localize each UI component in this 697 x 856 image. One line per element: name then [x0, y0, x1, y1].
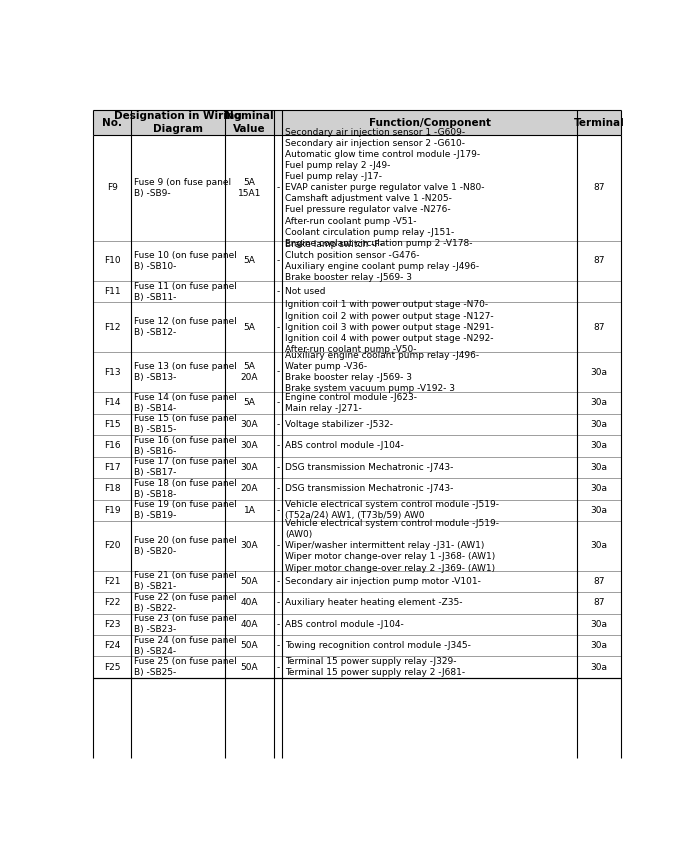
Bar [93, 456, 621, 479]
Text: Towing recognition control module -J345-: Towing recognition control module -J345- [285, 641, 471, 651]
Text: Auxiliary heater heating element -Z35-: Auxiliary heater heating element -Z35- [285, 598, 463, 608]
Text: 30a: 30a [590, 463, 607, 472]
Text: -: - [277, 577, 279, 586]
Text: Function/Component: Function/Component [369, 117, 491, 128]
Text: Secondary air injection sensor 1 -G609-
Secondary air injection sensor 2 -G610-
: Secondary air injection sensor 1 -G609- … [285, 128, 485, 247]
Bar [93, 134, 621, 241]
Text: Fuse 14 (on fuse panel
B) -SB14-: Fuse 14 (on fuse panel B) -SB14- [135, 393, 237, 413]
Text: -: - [277, 641, 279, 651]
Text: 5A: 5A [244, 399, 256, 407]
Text: -: - [277, 598, 279, 608]
Text: -: - [277, 463, 279, 472]
Text: Fuse 16 (on fuse panel
B) -SB16-: Fuse 16 (on fuse panel B) -SB16- [135, 436, 237, 456]
Text: 5A: 5A [244, 256, 256, 265]
Text: F14: F14 [104, 399, 121, 407]
Text: -: - [277, 442, 279, 450]
Text: F15: F15 [104, 420, 121, 429]
Text: F18: F18 [104, 484, 121, 493]
Text: Fuse 12 (on fuse panel
B) -SB12-: Fuse 12 (on fuse panel B) -SB12- [135, 318, 237, 337]
Text: Terminal 15 power supply relay -J329-
Terminal 15 power supply relay 2 -J681-: Terminal 15 power supply relay -J329- Te… [285, 657, 466, 677]
Bar [93, 635, 621, 657]
Text: Designation in Wiring
Diagram: Designation in Wiring Diagram [114, 111, 242, 134]
Bar [93, 110, 621, 134]
Text: -: - [277, 663, 279, 672]
Text: -: - [277, 420, 279, 429]
Text: Fuse 13 (on fuse panel
B) -SB13-: Fuse 13 (on fuse panel B) -SB13- [135, 362, 237, 382]
Text: -: - [277, 506, 279, 514]
Text: 1A: 1A [244, 506, 256, 514]
Bar [93, 657, 621, 678]
Text: Fuse 15 (on fuse panel
B) -SB15-: Fuse 15 (on fuse panel B) -SB15- [135, 414, 237, 435]
Text: 50A: 50A [240, 641, 259, 651]
Text: -: - [277, 183, 279, 193]
Text: 20A: 20A [240, 484, 259, 493]
Text: 40A: 40A [240, 620, 259, 629]
Text: F9: F9 [107, 183, 118, 193]
Text: 40A: 40A [240, 598, 259, 608]
Text: 30a: 30a [590, 541, 607, 550]
Text: -: - [277, 484, 279, 493]
Text: -: - [277, 620, 279, 629]
Bar [93, 521, 621, 571]
Text: Fuse 17 (on fuse panel
B) -SB17-: Fuse 17 (on fuse panel B) -SB17- [135, 457, 237, 478]
Text: -: - [277, 256, 279, 265]
Text: 87: 87 [593, 577, 605, 586]
Text: Fuse 21 (on fuse panel
B) -SB21-: Fuse 21 (on fuse panel B) -SB21- [135, 571, 237, 591]
Text: F23: F23 [104, 620, 121, 629]
Text: F10: F10 [104, 256, 121, 265]
Text: 30A: 30A [240, 442, 259, 450]
Text: Vehicle electrical system control module -J519-
(T52a/24) AW1, (T73b/59) AW0: Vehicle electrical system control module… [285, 500, 499, 520]
Bar [93, 571, 621, 592]
Bar [93, 614, 621, 635]
Text: Voltage stabilizer -J532-: Voltage stabilizer -J532- [285, 420, 393, 429]
Text: Fuse 9 (on fuse panel
B) -SB9-: Fuse 9 (on fuse panel B) -SB9- [135, 178, 231, 198]
Text: -: - [277, 323, 279, 331]
Text: 30A: 30A [240, 420, 259, 429]
Text: 87: 87 [593, 256, 605, 265]
Text: F20: F20 [104, 541, 121, 550]
Bar [93, 281, 621, 302]
Text: Engine control module -J623-
Main relay -J271-: Engine control module -J623- Main relay … [285, 393, 418, 413]
Text: F25: F25 [104, 663, 121, 672]
Text: F13: F13 [104, 367, 121, 377]
Text: 30a: 30a [590, 442, 607, 450]
Text: Fuse 18 (on fuse panel
B) -SB18-: Fuse 18 (on fuse panel B) -SB18- [135, 479, 237, 499]
Text: 5A: 5A [244, 323, 256, 331]
Text: 30a: 30a [590, 367, 607, 377]
Bar [93, 500, 621, 521]
Text: 5A
20A: 5A 20A [240, 362, 259, 382]
Text: 30A: 30A [240, 463, 259, 472]
Text: 50A: 50A [240, 663, 259, 672]
Bar [93, 302, 621, 352]
Text: F19: F19 [104, 506, 121, 514]
Text: 30A: 30A [240, 541, 259, 550]
Text: F24: F24 [104, 641, 121, 651]
Text: Vehicle electrical system control module -J519-
(AW0)
Wiper/washer intermittent : Vehicle electrical system control module… [285, 519, 499, 573]
Text: -: - [277, 367, 279, 377]
Text: 5A
15A1: 5A 15A1 [238, 178, 261, 198]
Text: ABS control module -J104-: ABS control module -J104- [285, 620, 404, 629]
Text: Fuse 10 (on fuse panel
B) -SB10-: Fuse 10 (on fuse panel B) -SB10- [135, 251, 237, 270]
Text: Auxiliary engine coolant pump relay -J496-
Water pump -V36-
Brake booster relay : Auxiliary engine coolant pump relay -J49… [285, 351, 480, 393]
Text: F16: F16 [104, 442, 121, 450]
Text: Secondary air injection pump motor -V101-: Secondary air injection pump motor -V101… [285, 577, 481, 586]
Text: -: - [277, 541, 279, 550]
Text: 30a: 30a [590, 484, 607, 493]
Bar [93, 592, 621, 614]
Text: 30a: 30a [590, 506, 607, 514]
Bar [93, 392, 621, 413]
Bar [93, 241, 621, 281]
Bar [93, 479, 621, 500]
Text: F21: F21 [104, 577, 121, 586]
Text: Fuse 19 (on fuse panel
B) -SB19-: Fuse 19 (on fuse panel B) -SB19- [135, 500, 237, 520]
Text: F12: F12 [104, 323, 121, 331]
Text: 30a: 30a [590, 399, 607, 407]
Text: DSG transmission Mechatronic -J743-: DSG transmission Mechatronic -J743- [285, 484, 454, 493]
Text: 87: 87 [593, 323, 605, 331]
Text: Fuse 20 (on fuse panel
B) -SB20-: Fuse 20 (on fuse panel B) -SB20- [135, 536, 237, 556]
Text: Nominal
Value: Nominal Value [225, 111, 274, 134]
Text: Brake lamp switch -F-
Clutch position sensor -G476-
Auxiliary engine coolant pum: Brake lamp switch -F- Clutch position se… [285, 240, 480, 282]
Text: No.: No. [102, 117, 123, 128]
Text: F22: F22 [104, 598, 121, 608]
Text: -: - [277, 287, 279, 296]
